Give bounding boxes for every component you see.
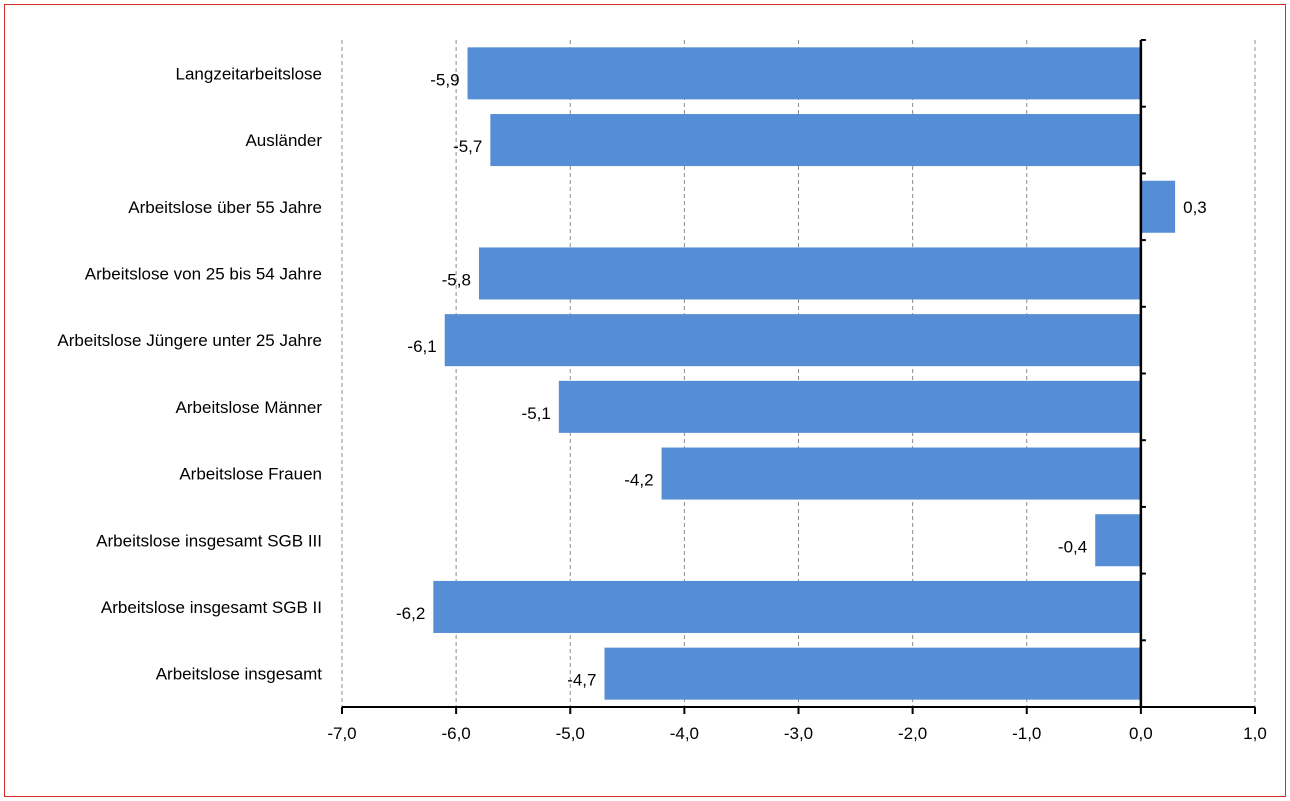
bars [433,47,1176,700]
labels: -7,0 -6,0 -5,0 -4,0 -3,0 -2,0 -1,0 0,0 1,0 Langze… [57,64,1266,743]
axes [341,39,1256,714]
value-label: -5,8 [442,270,471,289]
category-label: Arbeitslose insgesamt [156,665,323,684]
bar [467,47,1141,100]
bar [490,114,1141,167]
value-label: -6,1 [407,337,436,356]
value-label: -6,2 [396,604,425,623]
bar [1095,514,1141,567]
x-tick-label: -5,0 [556,724,585,743]
x-tick-label: -4,0 [670,724,699,743]
value-label: -4,2 [624,471,653,490]
category-label: Arbeitslose insgesamt SGB II [101,598,322,617]
value-label: -5,7 [453,137,482,156]
value-label: -5,9 [430,70,459,89]
bar [478,247,1141,300]
x-tick-label: -7,0 [327,724,356,743]
x-tick-label: -2,0 [898,724,927,743]
x-tick-label: -1,0 [1012,724,1041,743]
x-tick-label: 0,0 [1129,724,1153,743]
value-label: -4,7 [567,671,596,690]
category-label: Arbeitslose über 55 Jahre [128,198,322,217]
x-tick-label: -6,0 [441,724,470,743]
category-label: Arbeitslose von 25 bis 54 Jahre [85,264,322,283]
bar [661,447,1141,500]
category-label: Arbeitslose Männer [176,398,323,417]
bar [604,647,1141,700]
value-label: 0,3 [1183,198,1207,217]
category-label: Arbeitslose Frauen [179,465,322,484]
bar [444,314,1141,367]
value-label: -0,4 [1058,537,1087,556]
x-tick-label: 1,0 [1243,724,1267,743]
category-label: Langzeitarbeitslose [176,64,322,83]
value-label: -5,1 [522,404,551,423]
category-label: Arbeitslose insgesamt SGB III [96,531,322,550]
category-label: Ausländer [245,131,322,150]
bar [558,380,1141,433]
bar [433,580,1141,633]
bar [1140,180,1176,233]
x-tick-label: -3,0 [784,724,813,743]
category-label: Arbeitslose Jüngere unter 25 Jahre [57,331,322,350]
